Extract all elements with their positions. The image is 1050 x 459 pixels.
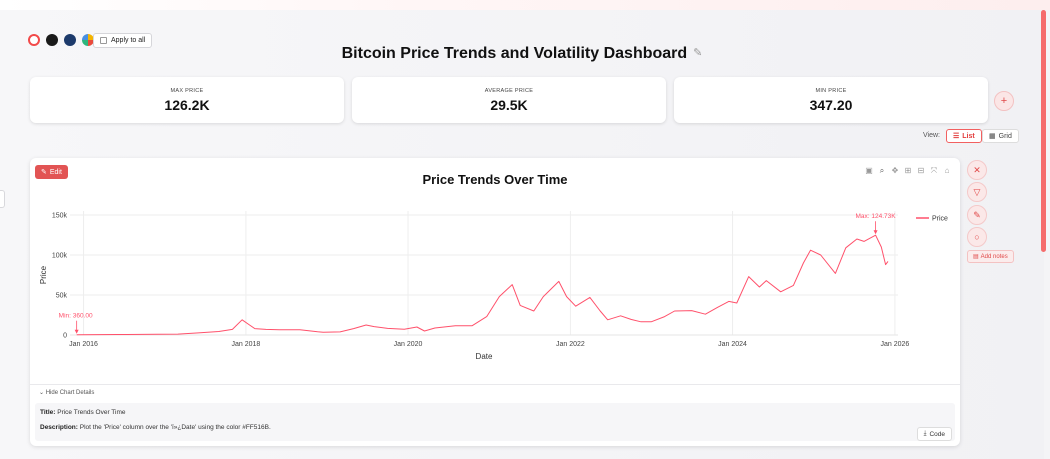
code-button[interactable]: ⤓ Code <box>916 427 952 441</box>
swatch-red-outline[interactable] <box>28 34 40 46</box>
swatch-black[interactable] <box>46 34 58 46</box>
zoom-out-icon[interactable]: ⊟ <box>917 166 925 175</box>
dashboard-title-row: Bitcoin Price Trends and Volatility Dash… <box>0 45 1044 63</box>
x-tick-label: Jan 2016 <box>69 341 98 348</box>
dashboard-title: Bitcoin Price Trends and Volatility Dash… <box>341 45 688 62</box>
x-tick-label: Jan 2020 <box>394 341 423 348</box>
edit-title-icon[interactable]: ✎ <box>693 47 703 59</box>
chevron-down-icon: ⌄ <box>39 390 45 396</box>
edit-icon: ✎ <box>41 169 47 176</box>
checkbox-icon[interactable] <box>100 37 107 44</box>
kpi-card-max-price: MAX PRICE 126.2K <box>30 77 344 123</box>
view-list-button[interactable]: ☰ List <box>946 129 982 143</box>
chart-toolbar: ▣ ⌕ ✥ ⊞ ⊟ ⤧ ⌂ <box>864 166 952 176</box>
y-axis-label: Price <box>39 265 48 284</box>
grid-icon: ▦ <box>989 133 996 140</box>
circle-icon: ○ <box>974 232 980 242</box>
x-tick-label: Jan 2022 <box>556 341 585 348</box>
view-grid-button[interactable]: ▦ Grid <box>982 129 1019 143</box>
view-grid-label: Grid <box>998 132 1012 140</box>
y-tick-label: 100k <box>52 253 68 260</box>
kpi-card-average-price: AVERAGE PRICE 29.5K <box>352 77 666 123</box>
color-swatches <box>28 34 94 46</box>
plus-icon: + <box>1000 95 1008 107</box>
view-list-label: List <box>962 132 975 140</box>
kpi-label: MIN PRICE <box>815 88 847 94</box>
chart-card: ✎ Edit Price Trends Over Time ▣ ⌕ ✥ ⊞ ⊟ ⤧… <box>30 158 960 446</box>
top-strip <box>0 0 1050 10</box>
kpi-value: 347.20 <box>809 97 853 113</box>
x-tick-label: Jan 2024 <box>718 341 747 348</box>
max-annotation: Max: 124.73K <box>856 213 897 235</box>
x-tick-label: Jan 2018 <box>231 341 260 348</box>
home-icon[interactable]: ⌂ <box>944 166 950 175</box>
circle-tool-button[interactable]: ○ <box>967 227 987 247</box>
details-title-value: Price Trends Over Time <box>57 409 126 416</box>
zoom-in-icon[interactable]: ⊞ <box>904 166 912 175</box>
autoscale-icon[interactable]: ⤧ <box>930 166 938 175</box>
x-axis-label: Date <box>476 352 493 361</box>
annotation-label: Max: 124.73K <box>856 213 897 220</box>
min-annotation: Min: 360.00 <box>59 313 93 334</box>
hide-details-toggle[interactable]: ⌄ Hide Chart Details <box>39 389 94 396</box>
details-description-row: Description: Plot the 'Price' column ove… <box>40 424 271 431</box>
view-label: View: <box>923 132 940 139</box>
close-icon: ✕ <box>973 165 981 175</box>
chart-title: Price Trends Over Time <box>422 172 568 187</box>
add-notes-button[interactable]: ▤ Add notes <box>967 250 1014 263</box>
pan-icon[interactable]: ✥ <box>891 166 899 175</box>
y-tick-label: 50k <box>56 293 68 300</box>
camera-icon[interactable]: ▣ <box>865 166 873 175</box>
kpi-card-min-price: MIN PRICE 347.20 <box>674 77 988 123</box>
kpi-value: 29.5K <box>490 97 528 113</box>
x-tick-label: Jan 2026 <box>880 341 909 348</box>
price-line-chart[interactable]: 0 50k 100k 150k Jan 2016 Jan 2018 Jan 2020 Jan… <box>30 158 960 384</box>
code-label: Code <box>929 430 945 438</box>
sidebar-toggle-tab[interactable] <box>0 190 5 208</box>
chart-legend[interactable]: Price <box>916 216 948 223</box>
card-divider <box>30 384 960 385</box>
y-tick-label: 150k <box>52 213 68 220</box>
list-icon: ☰ <box>953 133 960 140</box>
details-title-label: Title: <box>40 409 56 416</box>
details-title-row: Title: Price Trends Over Time <box>40 409 126 416</box>
details-description-label: Description: <box>40 424 78 431</box>
kpi-label: AVERAGE PRICE <box>484 88 534 94</box>
kpi-label: MAX PRICE <box>170 88 204 94</box>
filter-icon: ▽ <box>973 187 981 197</box>
details-description-value: Plot the 'Price' column over the 'ï»¿Dat… <box>79 424 271 431</box>
zoom-icon[interactable]: ⌕ <box>879 166 885 175</box>
download-icon: ⤓ <box>923 430 927 437</box>
swatch-navy[interactable] <box>64 34 76 46</box>
add-notes-label: Add notes <box>980 253 1008 260</box>
filter-button[interactable]: ▽ <box>967 182 987 202</box>
pen-button[interactable]: ✎ <box>967 205 987 225</box>
annotation-label: Min: 360.00 <box>59 313 93 320</box>
note-icon: ▤ <box>973 254 979 260</box>
apply-to-all-label: Apply to all <box>111 37 146 44</box>
hide-details-label: Hide Chart Details <box>45 390 95 396</box>
apply-to-all-toggle[interactable]: Apply to all <box>93 33 153 48</box>
y-tick-label: 0 <box>63 333 67 340</box>
close-chart-button[interactable]: ✕ <box>967 160 987 180</box>
kpi-value: 126.2K <box>164 97 210 113</box>
swatch-multicolor[interactable] <box>82 34 94 46</box>
legend-label: Price <box>932 216 948 223</box>
add-kpi-button[interactable]: + <box>994 91 1014 111</box>
vertical-scrollbar[interactable] <box>1041 10 1046 252</box>
edit-label: Edit <box>49 168 62 176</box>
pen-icon: ✎ <box>973 210 981 220</box>
edit-chart-button[interactable]: ✎ Edit <box>35 165 68 179</box>
series-line-price <box>76 234 889 336</box>
chart-details-panel: Title: Price Trends Over Time Descriptio… <box>35 403 955 441</box>
